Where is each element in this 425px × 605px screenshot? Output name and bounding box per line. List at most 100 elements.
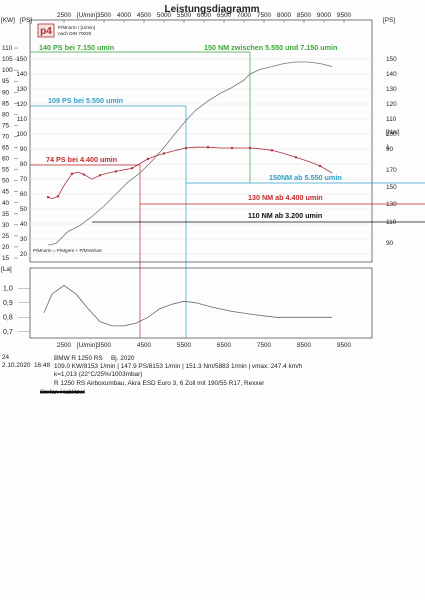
x-tick-bottom: 7500 bbox=[257, 342, 272, 349]
x-tick-top: 3500 bbox=[97, 12, 112, 19]
la-axis-unit: [La] bbox=[1, 266, 12, 273]
torque-point bbox=[230, 146, 234, 150]
ps-tick: 130 bbox=[16, 86, 27, 93]
info-line-3: k=1,013 (22°C/25%/1003mbar) bbox=[54, 371, 143, 378]
ps-tick: 140 bbox=[16, 71, 27, 78]
info-model: BMW R 1250 RS bbox=[54, 355, 103, 362]
lambda-plot-frame bbox=[29, 267, 373, 339]
la-tick: 0,8 bbox=[3, 314, 13, 321]
legend-line-2: nach DIN 70020 bbox=[58, 31, 92, 36]
reference-lines bbox=[30, 51, 425, 338]
ps-tick-right: 100 bbox=[386, 131, 397, 138]
torque-points bbox=[46, 146, 322, 199]
kw-tick: 65 bbox=[2, 145, 10, 152]
ps-tick: 40 bbox=[20, 221, 28, 228]
kw-tick: 25 bbox=[2, 233, 10, 240]
torque-point bbox=[248, 146, 252, 150]
ps-tick: 70 bbox=[20, 176, 28, 183]
info-number: 24 bbox=[2, 354, 10, 361]
kw-tick: 100 bbox=[2, 67, 13, 74]
kw-tick: 30 bbox=[2, 222, 10, 229]
torque-point bbox=[162, 152, 166, 155]
torque-curve bbox=[47, 146, 333, 200]
x-tick-top: 8500 bbox=[297, 12, 312, 19]
ps-tick: 120 bbox=[16, 101, 27, 108]
kw-tick: 90 bbox=[2, 89, 10, 96]
x-tick-top: 4500 bbox=[137, 12, 152, 19]
kw-tick: 20 bbox=[2, 244, 10, 251]
la-tick: 1,0 bbox=[3, 285, 13, 292]
x-axis-label-top: [U/min] bbox=[77, 12, 97, 19]
power-curve bbox=[47, 61, 333, 246]
x-tick-top: 2500 bbox=[57, 12, 72, 19]
kw-tick: 85 bbox=[2, 100, 10, 107]
x-tick-bottom: 4500 bbox=[137, 342, 152, 349]
x-tick-top: 6000 bbox=[197, 12, 212, 19]
kw-axis-unit: [KW] bbox=[1, 17, 15, 24]
x-tick-top: 6500 bbox=[217, 12, 232, 19]
x-tick-bottom: 2500 bbox=[57, 342, 72, 349]
kw-tick: 50 bbox=[2, 178, 10, 185]
nm-tick: 130 bbox=[386, 201, 397, 208]
torque-point bbox=[146, 157, 150, 161]
ps-tick-right: 110 bbox=[386, 116, 397, 123]
ps-axis-unit-right: [PS] bbox=[383, 17, 395, 24]
info-line-4: R 1250 RS Airboxumbau, Akra ESD Euro 3, … bbox=[54, 380, 265, 387]
main-plot-frame bbox=[29, 19, 373, 263]
la-tick: 0,9 bbox=[3, 300, 13, 307]
ps-tick-right: 130 bbox=[386, 86, 397, 93]
ps-tick-right: 150 bbox=[386, 56, 397, 63]
x-tick-top: 5500 bbox=[177, 12, 192, 19]
kw-tick: 40 bbox=[2, 200, 10, 207]
annotation-label: 130 NM ab 4.400 umin bbox=[248, 193, 323, 202]
torque-point bbox=[70, 172, 74, 175]
kw-tick: 105 bbox=[2, 56, 13, 63]
ps-tick-right: 120 bbox=[386, 101, 397, 108]
kw-tick: 75 bbox=[2, 122, 10, 129]
nm-tick: 170 bbox=[386, 167, 397, 174]
plot-grid bbox=[30, 58, 372, 255]
kw-tick: 60 bbox=[2, 156, 10, 163]
annotation-label: 150 NM zwischen 5.550 und 7.150 umin bbox=[204, 43, 337, 52]
ps-tick: 30 bbox=[20, 236, 28, 243]
ps-tick-right: 140 bbox=[386, 71, 397, 78]
info-date: 2.10.2020 bbox=[2, 362, 31, 369]
torque-point bbox=[82, 173, 86, 176]
series-lines bbox=[43, 61, 333, 327]
x-tick-top: 5000 bbox=[157, 12, 172, 19]
x-tick-bottom: 5500 bbox=[177, 342, 192, 349]
kw-tick: 95 bbox=[2, 78, 10, 85]
annotation-label: 74 PS bei 4.400 umin bbox=[46, 155, 117, 164]
ps-tick-right: 90 bbox=[386, 146, 394, 153]
torque-point bbox=[98, 174, 102, 177]
nm-tick: 90 bbox=[386, 240, 394, 247]
nm-tick: 1 bbox=[386, 144, 390, 151]
nm-tick: 150 bbox=[386, 184, 397, 191]
ps-tick: 20 bbox=[20, 251, 28, 258]
footer-legend: P/Mnorm = P/Mgere + P/MVerlust bbox=[33, 248, 102, 253]
ps-tick: 60 bbox=[20, 191, 28, 198]
annotation-label: 140 PS bei 7.150 umin bbox=[39, 43, 114, 52]
torque-point bbox=[56, 195, 60, 198]
x-tick-top: 8000 bbox=[277, 12, 292, 19]
legend-line-1: P/Mnorm / [U/min] bbox=[58, 25, 95, 30]
torque-point bbox=[270, 149, 274, 152]
torque-point bbox=[130, 167, 134, 170]
info-line-2: 109.0 KW/8153 1/min | 147.9 PS/8153 1/mi… bbox=[54, 363, 303, 370]
ps-tick: 100 bbox=[16, 131, 27, 138]
legend-logo: p4 bbox=[40, 26, 52, 37]
la-tick: 0,7 bbox=[3, 329, 13, 336]
ps-tick: 80 bbox=[20, 161, 28, 168]
x-tick-top: 9000 bbox=[317, 12, 332, 19]
ps-axis-unit-left: [PS] bbox=[20, 17, 32, 24]
x-tick-bottom: 3500 bbox=[97, 342, 112, 349]
x-tick-top: 7000 bbox=[237, 12, 252, 19]
x-axis-label-bottom: [U/min] bbox=[77, 342, 97, 349]
x-tick-bottom: 6500 bbox=[217, 342, 232, 349]
torque-point bbox=[114, 170, 118, 173]
kw-tick: 35 bbox=[2, 211, 10, 218]
kw-tick: 80 bbox=[2, 111, 10, 118]
x-tick-bottom: 8500 bbox=[297, 342, 312, 349]
annotations: 140 PS bei 7.150 umin 150 NM zwischen 5.5… bbox=[39, 43, 342, 220]
